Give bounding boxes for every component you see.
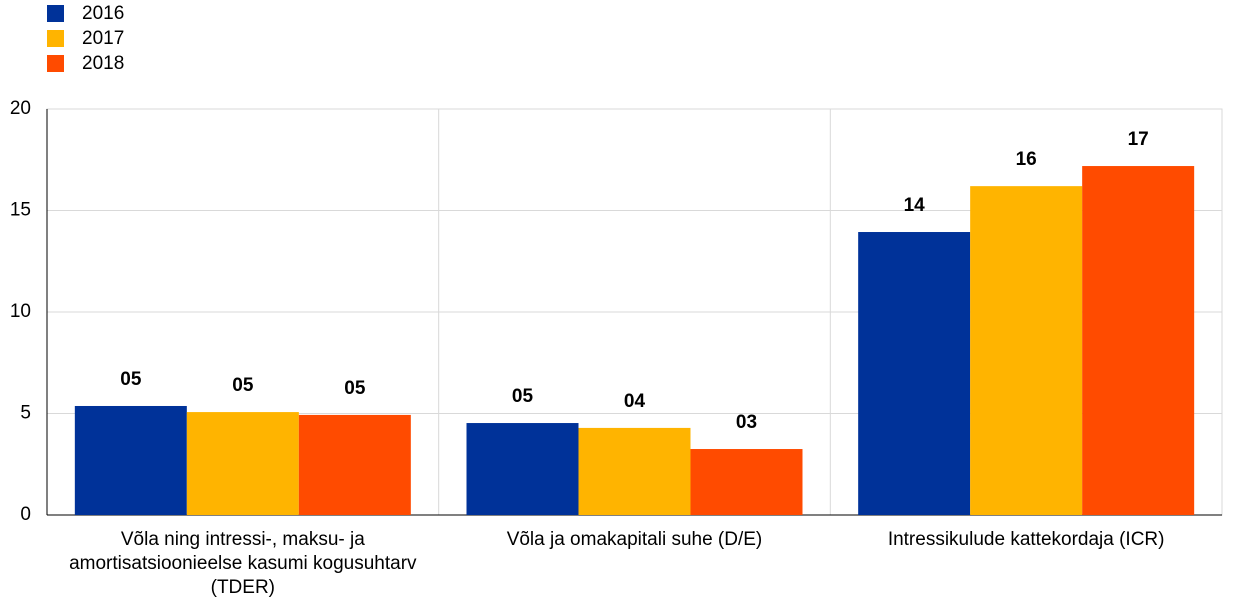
- legend-label: 2016: [82, 3, 124, 24]
- legend-swatch: [47, 55, 64, 72]
- y-tick-label: 20: [10, 98, 31, 119]
- bar: [74, 405, 187, 515]
- value-label: 05: [120, 369, 142, 390]
- y-tick-label: 0: [20, 504, 31, 525]
- value-label: 17: [1128, 129, 1149, 150]
- value-label: 05: [512, 386, 534, 407]
- value-label: 16: [1016, 149, 1037, 170]
- y-tick-label: 15: [10, 200, 31, 221]
- value-label: 03: [736, 412, 757, 433]
- x-tick-label: Võla ja omakapitali suhe (D/E): [506, 529, 763, 550]
- bar: [578, 427, 691, 515]
- bar: [690, 449, 803, 515]
- value-label: 05: [344, 378, 366, 399]
- bar: [186, 412, 299, 515]
- x-tick-label: Intressikulude kattekordaja (ICR): [887, 529, 1165, 550]
- y-tick-label: 5: [20, 403, 31, 424]
- legend-swatch: [47, 30, 64, 47]
- value-label: 04: [624, 391, 646, 412]
- x-tick-label: Võla ning intressi-, maksu- ja amortisat…: [69, 529, 417, 598]
- legend-label: 2018: [82, 53, 124, 74]
- y-tick-label: 10: [10, 301, 31, 322]
- bar: [1082, 166, 1195, 515]
- value-label: 05: [232, 375, 254, 396]
- legend-label: 2017: [82, 28, 124, 49]
- legend-swatch: [47, 5, 64, 22]
- bar: [466, 423, 579, 515]
- bar: [970, 186, 1083, 515]
- bar: [858, 232, 971, 515]
- value-label: 14: [904, 195, 926, 216]
- bar: [298, 414, 411, 515]
